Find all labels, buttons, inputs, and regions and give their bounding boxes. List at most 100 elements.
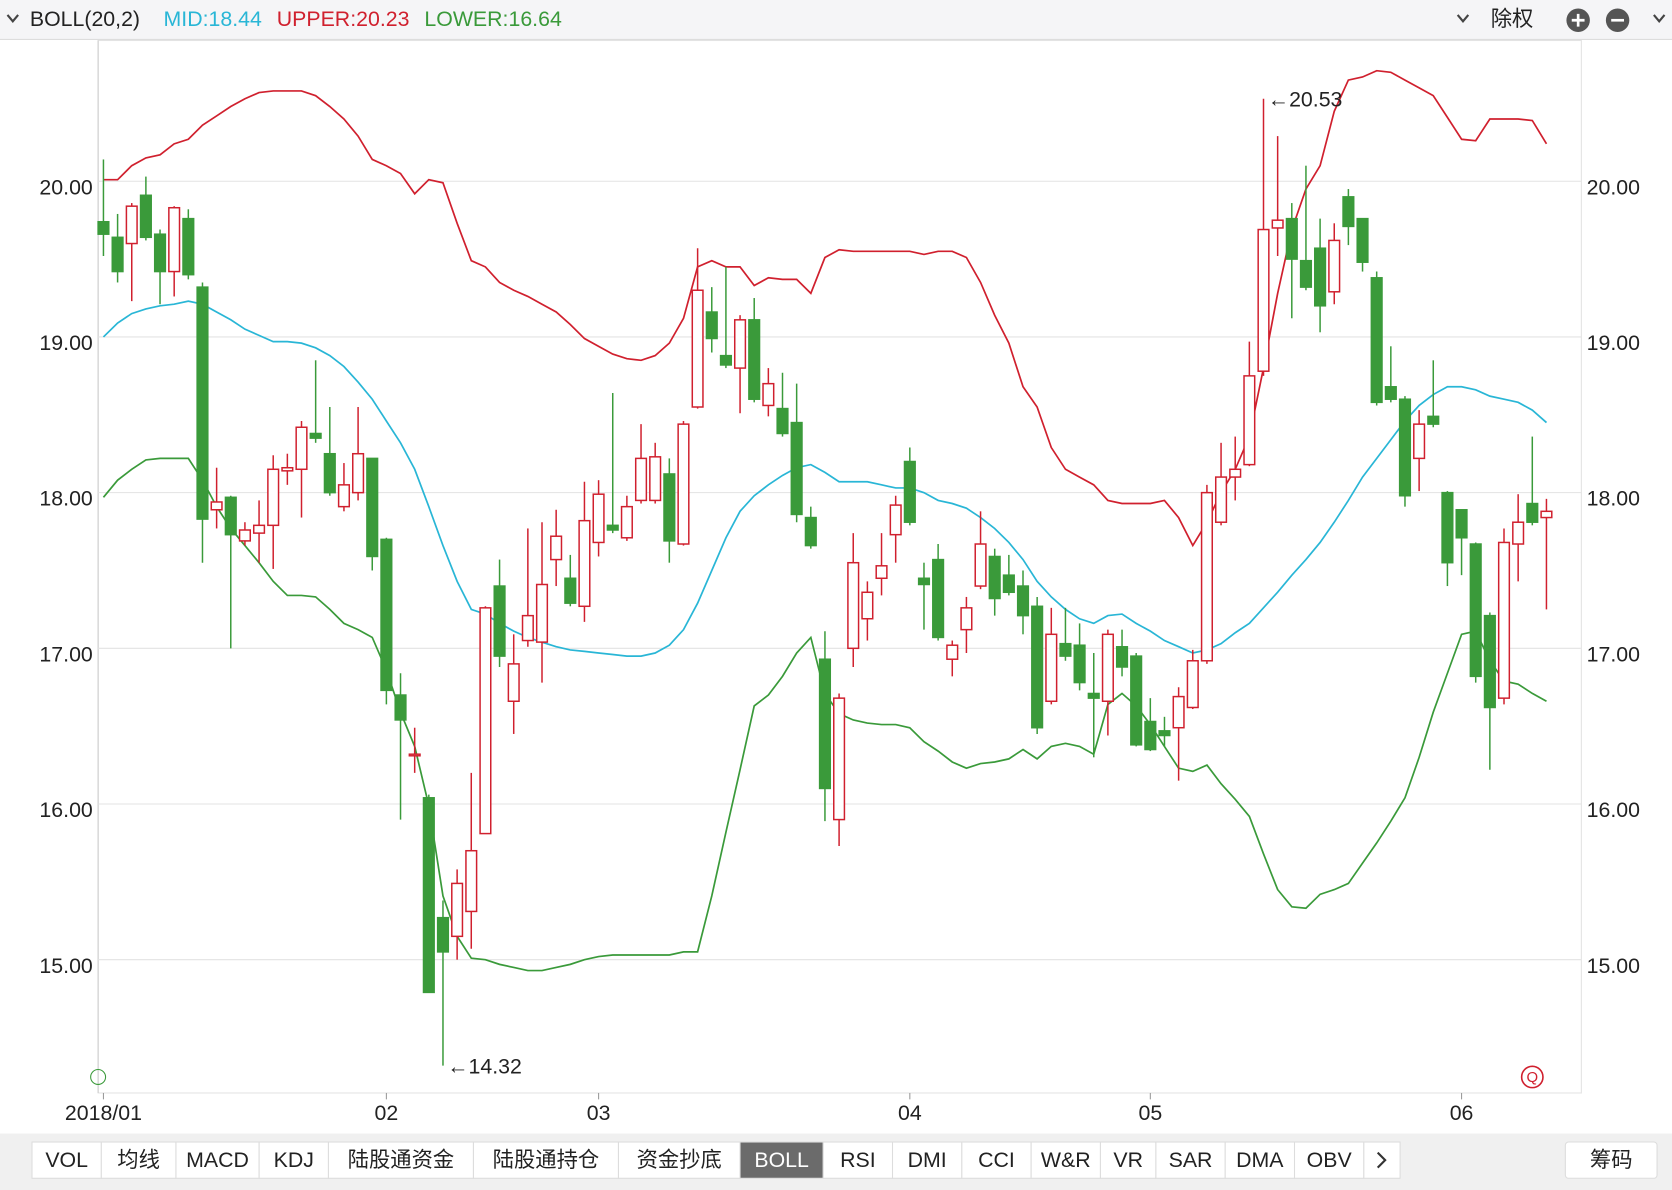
- chip-button[interactable]: 筹码: [1590, 1148, 1633, 1172]
- tab-background: [1155, 1141, 1226, 1179]
- tab-scroll-bg: [1363, 1141, 1401, 1179]
- candle-body: [1031, 605, 1044, 729]
- y-tick-label-left: 17.00: [39, 642, 92, 666]
- candle-body: [323, 452, 336, 494]
- candle-body: [479, 607, 492, 835]
- tab-background: [31, 1141, 102, 1179]
- y-tick-label-left: 18.00: [39, 487, 92, 511]
- indicator-tab[interactable]: MACD: [186, 1148, 249, 1172]
- candle-body: [1455, 509, 1468, 539]
- candle-body: [960, 607, 973, 631]
- indicator-tab[interactable]: RSI: [840, 1148, 876, 1172]
- tab-bar: VOL 均线 MACD KDJ 陆股通资金 陆股通持仓 资金抄底 BOLL RSI DMI CCI W…: [31, 1141, 1658, 1179]
- indicator-tab[interactable]: VR: [1113, 1148, 1143, 1172]
- header-bar: [0, 0, 1672, 40]
- band-line: [102, 300, 1548, 657]
- x-tick-label: 03: [587, 1101, 611, 1125]
- candle-body: [691, 289, 704, 408]
- candle-body: [833, 697, 846, 821]
- candle-body: [719, 354, 732, 366]
- more-icon[interactable]: [1653, 14, 1666, 23]
- candle-body: [1356, 217, 1369, 263]
- tab-background: [327, 1141, 474, 1179]
- indicator-tab[interactable]: 均线: [117, 1148, 160, 1172]
- legend-entry: UPPER:20.23: [277, 7, 410, 31]
- indicator-tab[interactable]: DMI: [908, 1148, 947, 1172]
- candle-body: [1398, 398, 1412, 497]
- collapse-icon[interactable]: [6, 14, 19, 23]
- candle-body: [818, 658, 832, 790]
- indicator-tab[interactable]: 资金抄底: [637, 1148, 722, 1172]
- candle-body: [776, 407, 789, 435]
- adjust-dropdown-icon[interactable]: [1456, 14, 1470, 23]
- candle-body: [634, 457, 648, 502]
- candle-body: [153, 233, 167, 273]
- candle-body: [1002, 574, 1015, 594]
- x-tick-label: 2018/01: [65, 1101, 142, 1125]
- candle-body: [1257, 228, 1270, 372]
- y-tick-label-left: 20.00: [39, 175, 92, 199]
- candle-body: [380, 538, 393, 692]
- x-tick-label: 04: [898, 1101, 922, 1125]
- tab-background: [472, 1141, 620, 1179]
- indicator-tab[interactable]: BOLL: [754, 1148, 809, 1172]
- y-tick-label-right: 20.00: [1587, 175, 1640, 199]
- candle-body: [1314, 247, 1327, 307]
- candle-body: [168, 206, 181, 273]
- candle-body: [705, 311, 718, 340]
- candle-body: [649, 456, 662, 502]
- indicator-tab[interactable]: KDJ: [274, 1148, 314, 1172]
- indicator-tab[interactable]: 陆股通资金: [348, 1148, 455, 1172]
- indicator-tab[interactable]: W&R: [1041, 1148, 1091, 1172]
- candle-body: [1483, 614, 1496, 709]
- candle-body: [1441, 491, 1454, 564]
- candle-body: [139, 194, 152, 239]
- candle-body: [550, 535, 563, 561]
- x-tick-label: 02: [375, 1101, 399, 1125]
- min-annotation: ←14.32: [447, 1054, 522, 1078]
- indicator-tab[interactable]: VOL: [45, 1148, 88, 1172]
- candle-body: [281, 466, 294, 472]
- adjust-selector[interactable]: 除权: [1491, 7, 1534, 31]
- candle-body: [1045, 633, 1058, 703]
- candle-body: [847, 561, 860, 650]
- search-icon[interactable]: Q: [1520, 1065, 1544, 1089]
- x-tick-label: 05: [1138, 1101, 1162, 1125]
- indicator-title[interactable]: BOLL(20,2): [30, 7, 140, 31]
- candle-body: [875, 565, 888, 580]
- candle-body: [1101, 633, 1114, 703]
- candle-body: [932, 558, 945, 639]
- candle-body: [1540, 510, 1553, 519]
- indicator-tab[interactable]: OBV: [1307, 1148, 1353, 1172]
- candle-body: [903, 460, 916, 523]
- indicator-tab[interactable]: DMA: [1236, 1148, 1284, 1172]
- zoom-out-button[interactable]: [1605, 8, 1630, 32]
- candle-body: [988, 555, 1001, 600]
- candle-body: [521, 614, 534, 642]
- y-tick-label-right: 16.00: [1587, 798, 1640, 822]
- candle-body: [1016, 585, 1030, 617]
- candle-body: [804, 516, 817, 547]
- tab-scroll-arrow[interactable]: [1376, 1151, 1387, 1169]
- zoom-in-button[interactable]: [1566, 8, 1590, 32]
- svg-text:Q: Q: [1526, 1069, 1538, 1086]
- start-marker: [90, 1068, 107, 1085]
- candle-body: [1328, 239, 1341, 293]
- candle-body: [1413, 423, 1426, 460]
- indicator-tab[interactable]: 陆股通持仓: [493, 1148, 600, 1172]
- candle-body: [436, 916, 450, 953]
- candle-body: [748, 319, 761, 400]
- indicator-tab[interactable]: CCI: [978, 1148, 1015, 1172]
- candle-body: [408, 753, 421, 757]
- candle-body: [1384, 386, 1397, 400]
- indicator-tab[interactable]: SAR: [1169, 1148, 1213, 1172]
- candle-body: [790, 421, 803, 516]
- candle-body: [1285, 217, 1298, 260]
- candle-body: [252, 524, 266, 534]
- tab-background: [100, 1141, 177, 1179]
- candle-body: [663, 473, 676, 542]
- candle-body: [1115, 646, 1129, 668]
- tab-background: [617, 1141, 741, 1179]
